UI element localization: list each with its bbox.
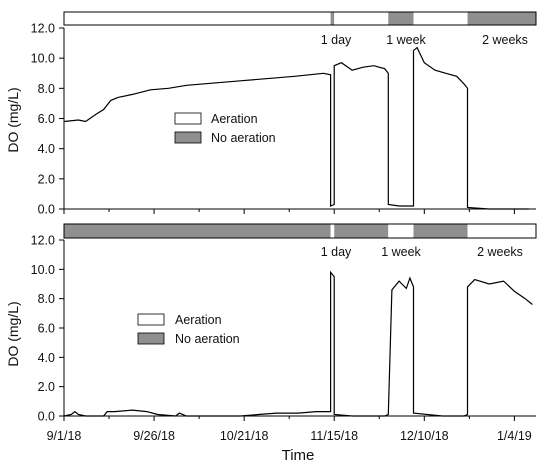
bottom-x-ticks: 9/1/18 9/26/18 10/21/18 11/15/18 12/10/18 1/4…	[47, 416, 532, 443]
top-legend-no-aeration-label: No aeration	[211, 131, 276, 145]
bottom-y-tick-label: 12.0	[31, 234, 55, 248]
bottom-y-tick-label: 10.0	[31, 263, 55, 277]
top-treatment-segment-3	[388, 12, 414, 25]
bottom-legend-aeration-swatch	[137, 313, 165, 326]
top-legend-aeration-swatch	[174, 112, 202, 125]
bottom-axes	[63, 240, 536, 417]
top-y-tick-label: 10.0	[31, 52, 55, 66]
panel-top: 0.0 2.0 4.0 6.0 8.0 10.0 12.0 1 day 1 week 2 w…	[5, 11, 537, 217]
top-y-tick-label: 2.0	[38, 172, 55, 186]
top-annotation-1-week: 1 week	[386, 33, 426, 47]
top-treatment-segment-1	[330, 12, 335, 25]
top-y-tick-label: 8.0	[38, 82, 55, 96]
top-legend-no-aeration-swatch	[174, 131, 202, 144]
x-axis-label: Time	[282, 447, 315, 464]
bottom-legend-no-aeration-swatch	[137, 332, 165, 345]
top-legend-aeration-label: Aeration	[211, 112, 258, 126]
top-axes	[63, 28, 536, 210]
top-treatment-segment-4	[413, 12, 468, 25]
top-legend: Aeration No aeration	[174, 112, 276, 145]
bottom-treatment-segment-0	[64, 224, 331, 238]
bottom-y-tick-label: 8.0	[38, 292, 55, 306]
bottom-treatment-segment-4	[413, 224, 468, 238]
top-y-tick-label: 4.0	[38, 142, 55, 156]
bottom-treatment-segment-3	[388, 224, 414, 238]
top-y-ticks: 0.0 2.0 4.0 6.0 8.0 10.0 12.0	[31, 22, 64, 217]
bottom-x-tick-label: 9/1/18	[47, 429, 82, 443]
panel-bottom: 0.0 2.0 4.0 6.0 8.0 10.0 12.0 9/1/18 9/26/18 10/…	[5, 223, 537, 464]
top-treatment-segment-0	[64, 12, 331, 25]
bottom-x-tick-label: 11/15/18	[310, 429, 358, 443]
bottom-treatment-segment-2	[334, 224, 389, 238]
bottom-y-tick-label: 0.0	[38, 410, 55, 424]
top-treatment-bar	[63, 11, 537, 26]
bottom-x-tick-label: 10/21/18	[220, 429, 269, 443]
bottom-treatment-segment-5	[467, 224, 536, 238]
bottom-annotation-2-weeks: 2 weeks	[477, 245, 523, 259]
bottom-legend-no-aeration-label: No aeration	[175, 332, 240, 346]
top-treatment-segment-5	[467, 12, 536, 25]
top-treatment-segment-2	[334, 12, 389, 25]
top-y-axis-label: DO (mg/L)	[5, 87, 21, 152]
bottom-annotation-1-day: 1 day	[321, 245, 352, 259]
bottom-treatment-bar	[63, 223, 537, 239]
bottom-y-tick-label: 4.0	[38, 351, 55, 365]
top-y-tick-label: 12.0	[31, 22, 55, 36]
top-treatment-bar-frame	[63, 11, 537, 26]
bottom-treatment-segment-1	[330, 224, 335, 238]
top-x-ticks	[63, 209, 515, 214]
bottom-legend-aeration-label: Aeration	[175, 313, 222, 327]
bottom-x-tick-label: 9/26/18	[133, 429, 175, 443]
bottom-x-tick-label: 12/10/18	[400, 429, 449, 443]
bottom-y-ticks: 0.0 2.0 4.0 6.0 8.0 10.0 12.0	[31, 234, 64, 424]
top-y-tick-label: 0.0	[38, 203, 55, 217]
top-annotation-1-day: 1 day	[321, 33, 352, 47]
bottom-legend: Aeration No aeration	[137, 313, 240, 346]
bottom-do-series-line	[63, 270, 533, 417]
top-y-tick-label: 6.0	[38, 112, 55, 126]
bottom-y-axis-label: DO (mg/L)	[5, 301, 21, 366]
bottom-y-tick-label: 6.0	[38, 322, 55, 336]
bottom-x-tick-label: 1/4/19	[497, 429, 532, 443]
bottom-treatment-bar-frame	[63, 223, 537, 239]
bottom-annotation-1-week: 1 week	[381, 245, 421, 259]
bottom-y-tick-label: 2.0	[38, 380, 55, 394]
top-do-series-line	[63, 46, 529, 210]
top-annotation-2-weeks: 2 weeks	[482, 33, 528, 47]
